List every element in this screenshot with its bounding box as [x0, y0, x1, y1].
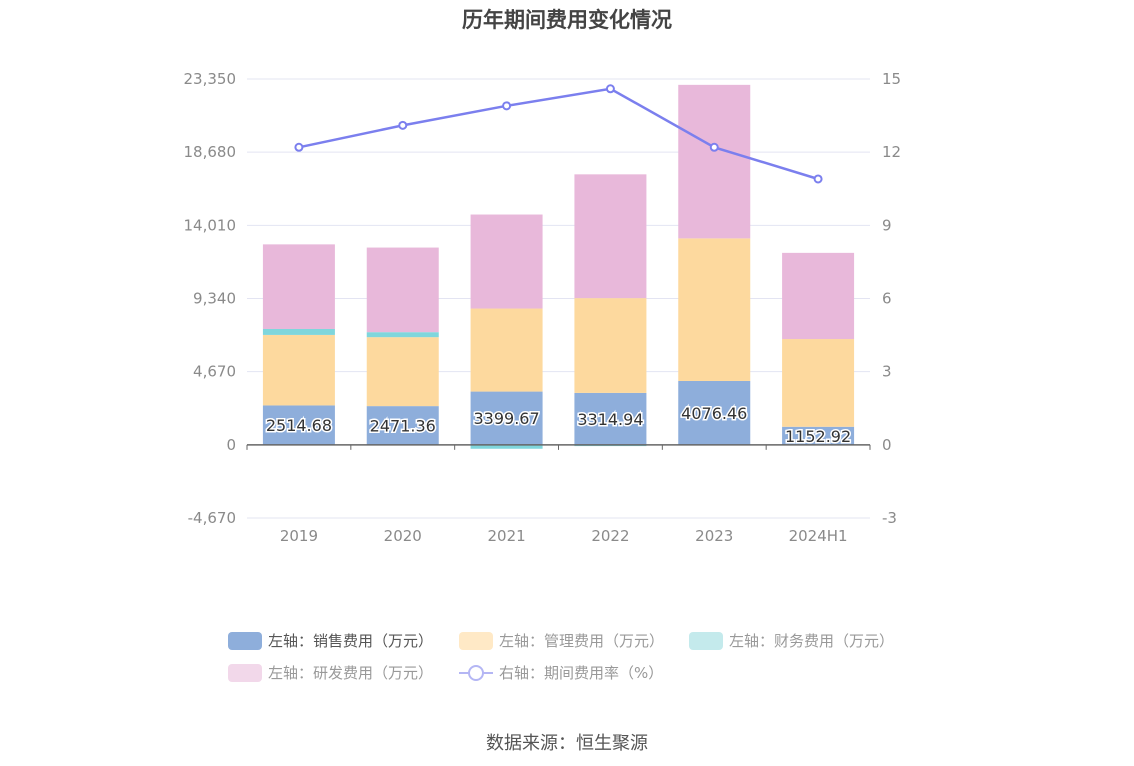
- bar-segment: [366, 332, 439, 338]
- x-axis-tick-label: 2021: [487, 527, 525, 545]
- legend-swatch-rnd: [228, 663, 262, 682]
- bar-segment: [574, 392, 647, 445]
- data-label: 2471.36: [370, 416, 436, 435]
- legend-item-finance[interactable]: 左轴：财务费用（万元）: [689, 630, 894, 651]
- legend-swatch-sales: [228, 631, 262, 650]
- right-axis-tick-label: 0: [882, 436, 892, 454]
- data-label: 1152.92: [785, 427, 851, 446]
- right-axis-tick-label: 3: [882, 363, 892, 381]
- left-axis-tick-label: 9,340: [193, 290, 236, 308]
- legend-item-admin[interactable]: 左轴：管理费用（万元）: [459, 630, 664, 651]
- legend-swatch-admin: [459, 631, 493, 650]
- expense-ratio-point: [398, 120, 408, 130]
- x-axis-tick-label: 2022: [591, 527, 629, 545]
- bar-segment: [262, 328, 335, 335]
- right-axis-tick-label: -3: [882, 509, 897, 527]
- left-axis-tick-label: -4,670: [188, 509, 236, 527]
- bar-segment: [470, 391, 543, 445]
- data-source-note: 数据来源：恒生聚源: [486, 733, 648, 754]
- legend-label-rnd: 左轴：研发费用（万元）: [268, 664, 434, 682]
- x-axis-tick-label: 2019: [280, 527, 318, 545]
- data-label: 3399.67: [473, 409, 539, 428]
- bar-segment: [262, 244, 335, 329]
- x-axis-tick-label: 2020: [384, 527, 422, 545]
- bar-segment: [678, 84, 751, 239]
- expense-ratio-point: [605, 84, 615, 94]
- right-axis-tick-label: 12: [882, 143, 901, 161]
- expense-ratio-point: [502, 101, 512, 111]
- bar-segment: [782, 252, 855, 340]
- legend-label-sales: 左轴：销售费用（万元）: [268, 632, 434, 650]
- left-axis-tick-label: 4,670: [193, 363, 236, 381]
- expense-ratio-point: [709, 142, 719, 152]
- legend-line-icon: [459, 664, 493, 682]
- expense-ratio-point: [294, 142, 304, 152]
- bar-segment: [782, 339, 855, 427]
- data-label: 3314.94: [577, 410, 643, 429]
- bar-segment: [782, 426, 855, 445]
- left-axis-tick-label: 0: [226, 436, 236, 454]
- legend-item-expense-ratio[interactable]: 右轴：期间费用率（%）: [459, 662, 663, 683]
- bar-segment: [574, 298, 647, 393]
- bar-segment: [262, 405, 335, 445]
- bar-segment: [678, 238, 751, 381]
- bar-segment: [262, 334, 335, 406]
- legend-item-sales[interactable]: 左轴：销售费用（万元）: [228, 630, 433, 651]
- right-axis-tick-label: 6: [882, 290, 892, 308]
- left-axis-tick-label: 18,680: [184, 143, 237, 161]
- expense-ratio-line: [298, 87, 819, 181]
- bar-segment: [574, 174, 647, 299]
- x-axis-tick-label: 2023: [695, 527, 733, 545]
- bar-segment: [366, 406, 439, 445]
- bar-segment: [470, 214, 543, 309]
- legend-label-expense-ratio: 右轴：期间费用率（%）: [499, 664, 664, 682]
- legend-label-admin: 左轴：管理费用（万元）: [499, 632, 665, 650]
- legend-item-rnd[interactable]: 左轴：研发费用（万元）: [228, 662, 433, 683]
- expense-ratio-point: [813, 174, 823, 184]
- left-axis-tick-label: 14,010: [184, 216, 237, 234]
- data-label: 4076.46: [681, 404, 747, 423]
- bar-segment: [678, 380, 751, 445]
- bar-segment: [366, 247, 439, 333]
- x-axis-tick-label: 2024H1: [789, 527, 848, 545]
- bar-segment: [470, 308, 543, 392]
- chart-title: 历年期间费用变化情况: [462, 8, 672, 32]
- legend-swatch-finance: [689, 631, 723, 650]
- left-axis-tick-label: 23,350: [184, 70, 237, 88]
- bar-segment: [470, 444, 543, 449]
- data-label: 2514.68: [266, 416, 332, 435]
- right-axis-tick-label: 9: [882, 216, 892, 234]
- bar-segment: [366, 337, 439, 407]
- legend-label-finance: 左轴：财务费用（万元）: [729, 632, 895, 650]
- right-axis-tick-label: 15: [882, 70, 901, 88]
